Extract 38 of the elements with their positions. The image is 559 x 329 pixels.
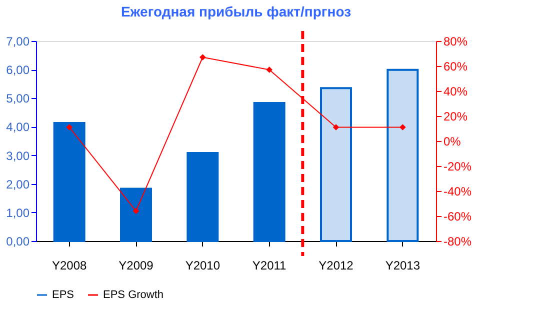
point xyxy=(400,124,406,130)
legend-label: EPS xyxy=(52,289,74,301)
y2-tick-label: -60% xyxy=(444,210,472,224)
point xyxy=(66,124,72,130)
point xyxy=(200,54,206,60)
y-tick-label: 2,00 xyxy=(6,177,30,192)
y-tick-label: 7,00 xyxy=(6,34,30,48)
x-tick-label: Y2012 xyxy=(318,258,354,272)
y-tick-label: 0,00 xyxy=(6,234,30,248)
x-tick-label: Y2011 xyxy=(252,258,287,272)
y-tick-label: 3,00 xyxy=(6,148,30,163)
x-tick-label: Y2010 xyxy=(185,258,220,272)
legend-label: EPS Growth xyxy=(103,289,164,301)
x-tick-label: Y2008 xyxy=(52,258,88,272)
bar xyxy=(386,68,419,242)
bar xyxy=(320,87,352,242)
y2-tick-label: 20% xyxy=(444,110,468,124)
y-tick-label: 6,00 xyxy=(6,63,30,78)
x-tick-label: Y2009 xyxy=(118,258,154,272)
y-tick-label: 4,00 xyxy=(6,120,30,134)
point xyxy=(332,124,340,130)
y-tick-label: 5,00 xyxy=(6,92,30,106)
chart-title: Ежегодная прибыль факт/пргноз xyxy=(120,4,352,20)
y2-tick-label: -40% xyxy=(444,184,472,198)
y2-tick-label: 40% xyxy=(444,84,468,98)
bar xyxy=(120,188,152,242)
point xyxy=(266,66,272,73)
y2-tick-label: -80% xyxy=(444,234,472,248)
bar xyxy=(253,102,286,242)
bar xyxy=(186,152,219,242)
bar xyxy=(53,122,86,242)
y-tick-label: 1,00 xyxy=(6,206,30,220)
y2-tick-label: 0% xyxy=(444,134,462,148)
y2-tick-label: 80% xyxy=(444,34,468,48)
point xyxy=(132,208,140,214)
x-tick-label: Y2013 xyxy=(385,258,420,272)
y2-tick-label: -20% xyxy=(444,160,472,174)
y2-tick-label: 60% xyxy=(444,60,468,74)
